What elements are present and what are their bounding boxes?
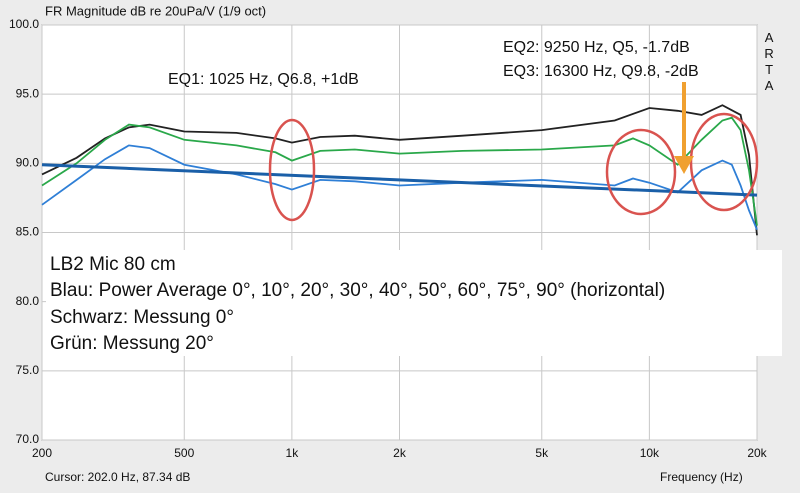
note: Schwarz: Messung 0°: [50, 307, 234, 328]
y-tick-label: 100.0: [9, 17, 39, 31]
series-line: [41, 163, 758, 197]
x-tick-label: 10k: [640, 446, 660, 460]
arrow-head: [674, 156, 694, 174]
note: LB2 Mic 80 cm: [50, 254, 176, 275]
x-tick-label: 500: [174, 446, 194, 460]
series-line: [41, 116, 758, 226]
y-tick-label: 85.0: [16, 225, 40, 239]
y-tick-label: 80.0: [16, 294, 40, 308]
annotation: EQ2: 9250 Hz, Q5, -1.7dB: [503, 39, 690, 56]
annotation: EQ3: 16300 Hz, Q9.8, -2dB: [503, 63, 699, 80]
x-tick-label: 20k: [747, 446, 767, 460]
x-tick-label: 5k: [535, 446, 549, 460]
x-tick-label: 1k: [286, 446, 300, 460]
cursor-readout: Cursor: 202.0 Hz, 87.34 dB: [45, 470, 190, 484]
x-tick-label: 200: [32, 446, 52, 460]
highlight-ellipse: [605, 128, 677, 216]
y-tick-label: 95.0: [16, 86, 40, 100]
chart-title: FR Magnitude dB re 20uPa/V (1/9 oct): [45, 3, 266, 18]
highlight-ellipse: [268, 118, 316, 222]
annotation: EQ1: 1025 Hz, Q6.8, +1dB: [168, 71, 359, 88]
y-tick-label: 75.0: [16, 363, 40, 377]
y-tick-label: 70.0: [16, 432, 40, 446]
note: Blau: Power Average 0°, 10°, 20°, 30°, 4…: [50, 280, 665, 301]
note-box: [46, 250, 782, 356]
highlight-ellipse: [689, 112, 759, 212]
x-axis-label: Frequency (Hz): [660, 470, 743, 484]
x-tick-label: 2k: [393, 446, 407, 460]
brand: ARTA: [762, 30, 777, 94]
y-tick-label: 90.0: [16, 156, 40, 170]
note: Grün: Messung 20°: [50, 333, 214, 354]
series-line: [41, 144, 758, 231]
